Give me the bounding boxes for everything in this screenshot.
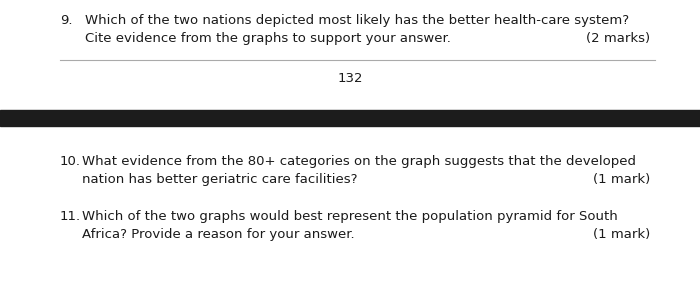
Text: (1 mark): (1 mark) <box>593 173 650 186</box>
Text: Which of the two nations depicted most likely has the better health-care system?: Which of the two nations depicted most l… <box>85 14 629 27</box>
Text: Which of the two graphs would best represent the population pyramid for South: Which of the two graphs would best repre… <box>82 210 617 223</box>
Text: Cite evidence from the graphs to support your answer.: Cite evidence from the graphs to support… <box>85 32 451 45</box>
Text: What evidence from the 80+ categories on the graph suggests that the developed: What evidence from the 80+ categories on… <box>82 155 636 168</box>
Bar <box>0 110 700 126</box>
Text: 10.: 10. <box>60 155 81 168</box>
Text: 9.: 9. <box>60 14 73 27</box>
Text: nation has better geriatric care facilities?: nation has better geriatric care facilit… <box>82 173 358 186</box>
Text: (1 mark): (1 mark) <box>593 228 650 241</box>
Text: Africa? Provide a reason for your answer.: Africa? Provide a reason for your answer… <box>82 228 355 241</box>
Text: (2 marks): (2 marks) <box>586 32 650 45</box>
Text: 132: 132 <box>337 72 363 85</box>
Text: 11.: 11. <box>60 210 81 223</box>
